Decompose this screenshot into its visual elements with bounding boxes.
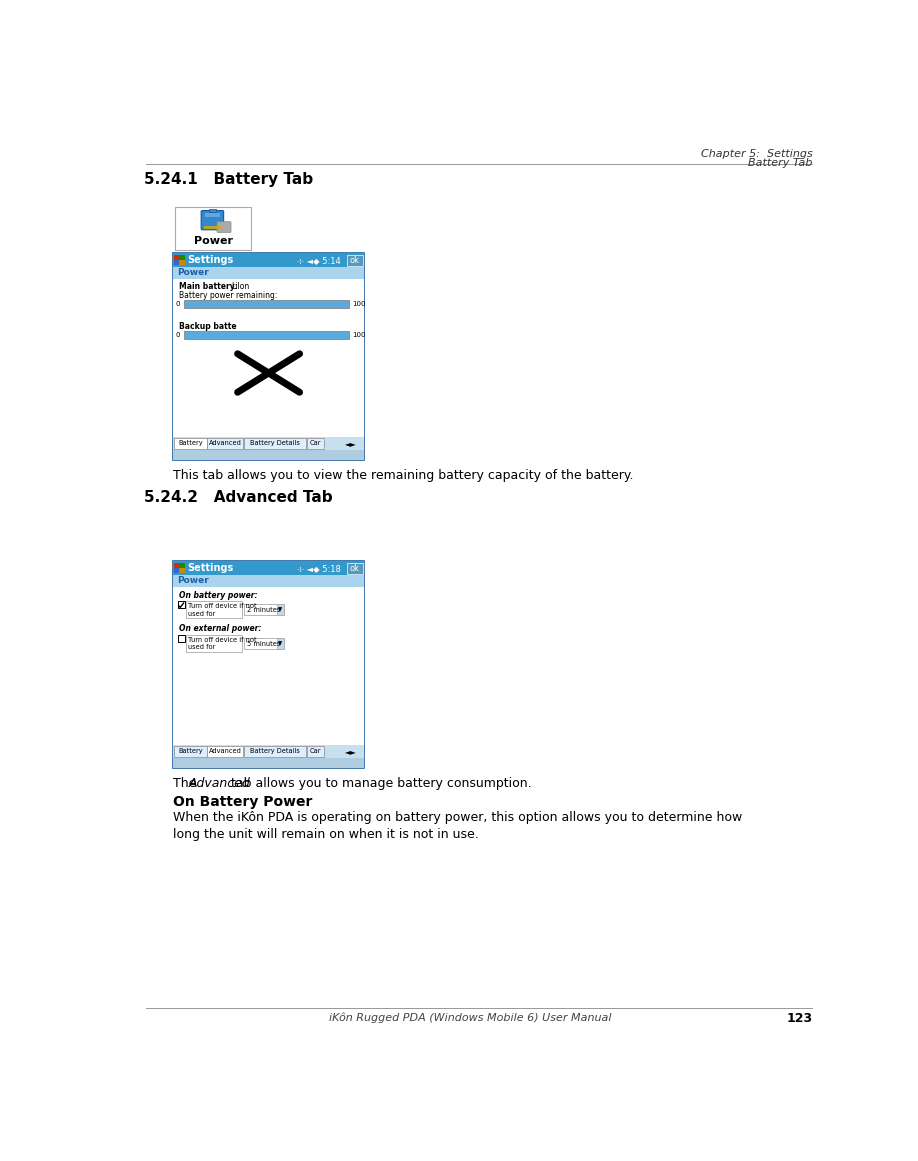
Text: 5 minutes: 5 minutes [247, 641, 280, 647]
Bar [174, 747, 207, 757]
Text: Battery Details: Battery Details [251, 749, 300, 755]
Text: Settings: Settings [187, 563, 233, 574]
Text: Turn off device if not
used for: Turn off device if not used for [188, 637, 257, 650]
Text: Chapter 5:  Settings: Chapter 5: Settings [700, 149, 812, 159]
Bar [244, 438, 307, 449]
Text: On battery power:: On battery power: [179, 591, 258, 599]
FancyBboxPatch shape [201, 210, 224, 230]
Bar [244, 605, 285, 615]
Bar [174, 563, 179, 568]
Bar [173, 450, 364, 460]
Text: ⊹ ◄◆ 5:14: ⊹ ◄◆ 5:14 [297, 255, 341, 265]
Text: Turn off device if not
used for: Turn off device if not used for [188, 603, 257, 616]
Text: Advanced: Advanced [209, 440, 241, 447]
Text: Battery power remaining:: Battery power remaining: [179, 291, 277, 300]
Text: LiIon: LiIon [231, 282, 250, 290]
Bar [177, 601, 185, 608]
Bar [174, 255, 179, 260]
Bar [179, 563, 185, 568]
Text: Car: Car [310, 440, 321, 447]
Bar [208, 209, 217, 212]
Text: ▼: ▼ [278, 607, 283, 612]
Text: Power: Power [177, 268, 209, 277]
Text: On external power:: On external power: [179, 625, 262, 634]
Text: Car: Car [310, 749, 321, 755]
Text: 123: 123 [786, 1012, 812, 1025]
Text: Main battery:: Main battery: [179, 282, 238, 290]
Bar [184, 301, 349, 308]
Bar [175, 207, 252, 251]
Text: Advanced: Advanced [188, 777, 250, 789]
Bar [347, 563, 363, 574]
Text: This tab allows you to view the remaining battery capacity of the battery.: This tab allows you to view the remainin… [173, 469, 633, 482]
Bar [177, 635, 185, 642]
Bar [173, 744, 364, 758]
Text: ok: ok [350, 255, 360, 265]
Text: The: The [173, 777, 200, 789]
Text: Settings: Settings [187, 255, 233, 265]
Bar [179, 255, 185, 260]
Bar [173, 437, 364, 450]
Text: ok: ok [350, 564, 360, 572]
Bar [173, 253, 364, 460]
Bar [184, 331, 349, 339]
Bar [244, 747, 307, 757]
Bar [173, 267, 364, 279]
Text: ⊹ ◄◆ 5:18: ⊹ ◄◆ 5:18 [297, 564, 341, 572]
Bar [174, 568, 179, 574]
Text: 100: 100 [352, 301, 365, 308]
Bar [173, 561, 364, 575]
Bar [174, 260, 179, 265]
Bar [179, 260, 185, 265]
Text: 0: 0 [176, 301, 181, 308]
Text: ▼: ▼ [278, 641, 283, 647]
Text: Battery Tab: Battery Tab [748, 158, 812, 168]
Text: Power: Power [177, 576, 209, 585]
Text: Battery Details: Battery Details [251, 440, 300, 447]
Text: Power: Power [194, 236, 232, 246]
Text: On Battery Power: On Battery Power [173, 795, 312, 809]
Bar [174, 438, 207, 449]
Bar [173, 279, 364, 437]
Text: Backup batte: Backup batte [179, 322, 237, 331]
Text: 5.24.2   Advanced Tab: 5.24.2 Advanced Tab [144, 490, 333, 505]
Text: 100: 100 [352, 332, 365, 338]
Bar [186, 635, 241, 652]
Text: iKôn Rugged PDA (Windows Mobile 6) User Manual: iKôn Rugged PDA (Windows Mobile 6) User … [330, 1012, 611, 1023]
Bar [186, 601, 241, 619]
Bar [173, 253, 364, 267]
Bar [207, 747, 243, 757]
Text: 5.24.1   Battery Tab: 5.24.1 Battery Tab [144, 172, 313, 187]
Bar [173, 561, 364, 767]
Bar [179, 568, 185, 574]
Text: tab allows you to manage battery consumption.: tab allows you to manage battery consump… [227, 777, 532, 789]
Text: When the iKôn PDA is operating on battery power, this option allows you to deter: When the iKôn PDA is operating on batter… [173, 810, 742, 841]
Text: Battery: Battery [178, 749, 203, 755]
Bar [276, 639, 285, 649]
Bar [207, 438, 243, 449]
Bar [205, 214, 220, 217]
Bar [204, 225, 221, 230]
FancyBboxPatch shape [217, 222, 231, 232]
Bar [173, 586, 364, 744]
Bar [347, 254, 363, 266]
Text: 0: 0 [176, 332, 181, 338]
Bar [276, 605, 285, 615]
Text: 2 minutes: 2 minutes [247, 607, 280, 613]
Bar [307, 438, 324, 449]
Text: Battery: Battery [178, 440, 203, 447]
Bar [173, 758, 364, 767]
Bar [173, 575, 364, 586]
Bar [244, 639, 285, 649]
Bar [307, 747, 324, 757]
Text: ◄►: ◄► [345, 747, 356, 756]
Text: Advanced: Advanced [209, 749, 241, 755]
Text: ◄►: ◄► [345, 439, 356, 448]
